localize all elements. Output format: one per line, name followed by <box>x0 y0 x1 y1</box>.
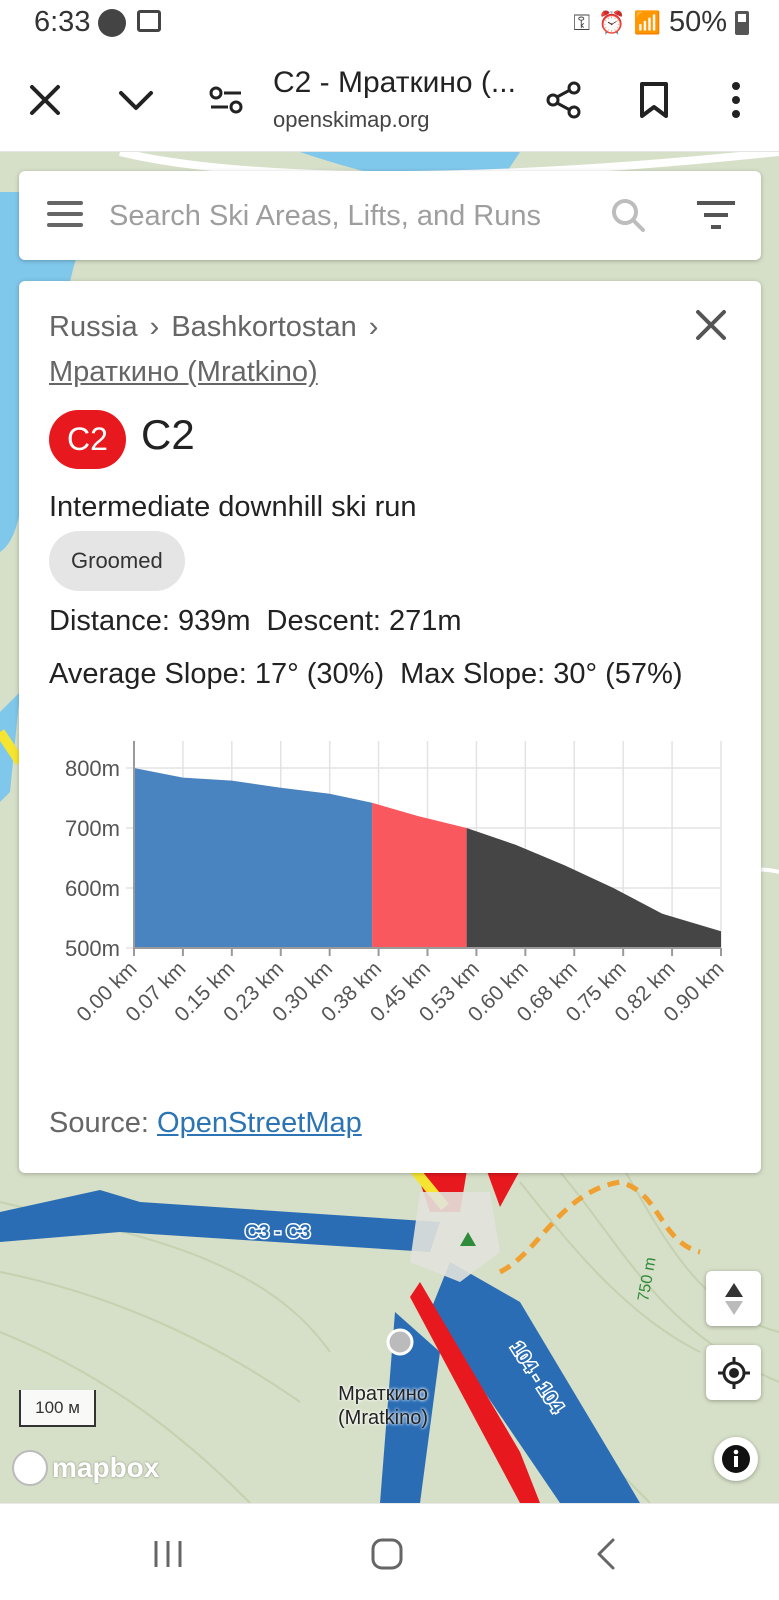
run-details-panel: Russia › Bashkortostan › Мраткино (Mratkino… <box>19 281 761 1173</box>
descent-value: Descent: 271m <box>266 605 462 637</box>
chart-area-segment-3 <box>466 828 721 948</box>
mapbox-logo-icon <box>12 1450 48 1486</box>
mapbox-attribution[interactable]: mapbox <box>12 1450 159 1486</box>
search-bar <box>19 171 761 260</box>
share-icon[interactable] <box>536 72 592 128</box>
page-url[interactable]: openskimap.org <box>273 107 430 132</box>
map-label-contour: 750 m <box>635 1256 659 1303</box>
status-right: ⚿ ⏰ 📶 50% <box>573 6 749 39</box>
map-scale: 100 м <box>19 1390 96 1427</box>
wifi-icon: 📶 <box>633 9 661 35</box>
openstreetmap-link[interactable]: OpenStreetMap <box>157 1107 362 1139</box>
breadcrumb: Russia › Bashkortostan › <box>49 311 390 344</box>
close-icon[interactable] <box>17 72 73 128</box>
android-nav-bar <box>0 1503 779 1600</box>
close-panel-icon[interactable] <box>689 303 733 347</box>
source-label: Source: <box>49 1107 149 1139</box>
chart-y-tick-label: 500m <box>65 936 120 961</box>
map-place-label-line1: Мраткино <box>338 1383 428 1405</box>
back-icon[interactable] <box>576 1524 636 1584</box>
distance-value: Distance: 939m <box>49 605 251 637</box>
breadcrumb-region[interactable]: Bashkortostan <box>171 311 357 343</box>
image-notification-icon <box>137 10 161 32</box>
breadcrumb-separator: › <box>368 311 379 343</box>
chart-area-segment-1 <box>134 768 373 948</box>
search-input[interactable] <box>109 191 589 241</box>
status-bar: 6:33 ⚿ ⏰ 📶 50% <box>0 0 779 50</box>
run-stats-distance: Distance: 939m Descent: 271m <box>49 605 462 638</box>
alarm-icon: ⏰ <box>598 9 626 35</box>
max-slope-value: Max Slope: 30° (57%) <box>400 658 683 690</box>
page-title[interactable]: C2 - Мраткино (... <box>273 66 516 99</box>
search-icon[interactable] <box>604 191 654 241</box>
breadcrumb-country[interactable]: Russia <box>49 311 138 343</box>
run-description: Intermediate downhill ski run <box>49 491 417 523</box>
map-place-label[interactable]: Мраткино (Mratkino) <box>338 1382 428 1430</box>
run-ref-badge: C2 <box>49 410 126 469</box>
key-icon: ⚿ <box>573 9 591 35</box>
page-settings-icon[interactable] <box>198 72 254 128</box>
chart-area-segment-2 <box>372 802 467 948</box>
chart-y-tick-label: 600m <box>65 876 120 901</box>
chart-y-tick-label: 700m <box>65 816 120 841</box>
ski-area-link[interactable]: Мраткино (Mratkino) <box>49 356 318 388</box>
recent-apps-icon[interactable] <box>138 1524 198 1584</box>
mapbox-wordmark: mapbox <box>52 1452 160 1483</box>
map-place-label-line2: (Mratkino) <box>338 1407 429 1429</box>
breadcrumb-separator: › <box>149 311 160 343</box>
status-time: 6:33 <box>34 6 91 38</box>
home-icon[interactable] <box>357 1524 417 1584</box>
bookmark-icon[interactable] <box>626 72 682 128</box>
filter-icon[interactable] <box>691 193 741 239</box>
notification-dot-icon <box>98 9 126 37</box>
battery-icon <box>735 10 749 35</box>
avg-slope-value: Average Slope: 17° (30%) <box>49 658 385 690</box>
battery-percent: 50% <box>668 6 727 38</box>
run-name: C2 <box>141 411 195 458</box>
locate-icon[interactable] <box>706 1345 761 1400</box>
run-stats-slope: Average Slope: 17° (30%) Max Slope: 30° (… <box>49 658 683 691</box>
more-vert-icon[interactable] <box>708 72 764 128</box>
chevron-down-icon[interactable] <box>108 72 164 128</box>
browser-toolbar: C2 - Мраткино (... openskimap.org <box>0 50 779 152</box>
map-label-c3: C3 - C3 <box>245 1222 310 1243</box>
chart-y-tick-label: 800m <box>65 756 120 781</box>
compass-icon[interactable] <box>706 1271 761 1326</box>
groomed-chip: Groomed <box>49 531 185 591</box>
source-line: Source: OpenStreetMap <box>49 1107 362 1140</box>
info-icon[interactable] <box>714 1437 758 1481</box>
menu-icon[interactable] <box>47 201 83 229</box>
